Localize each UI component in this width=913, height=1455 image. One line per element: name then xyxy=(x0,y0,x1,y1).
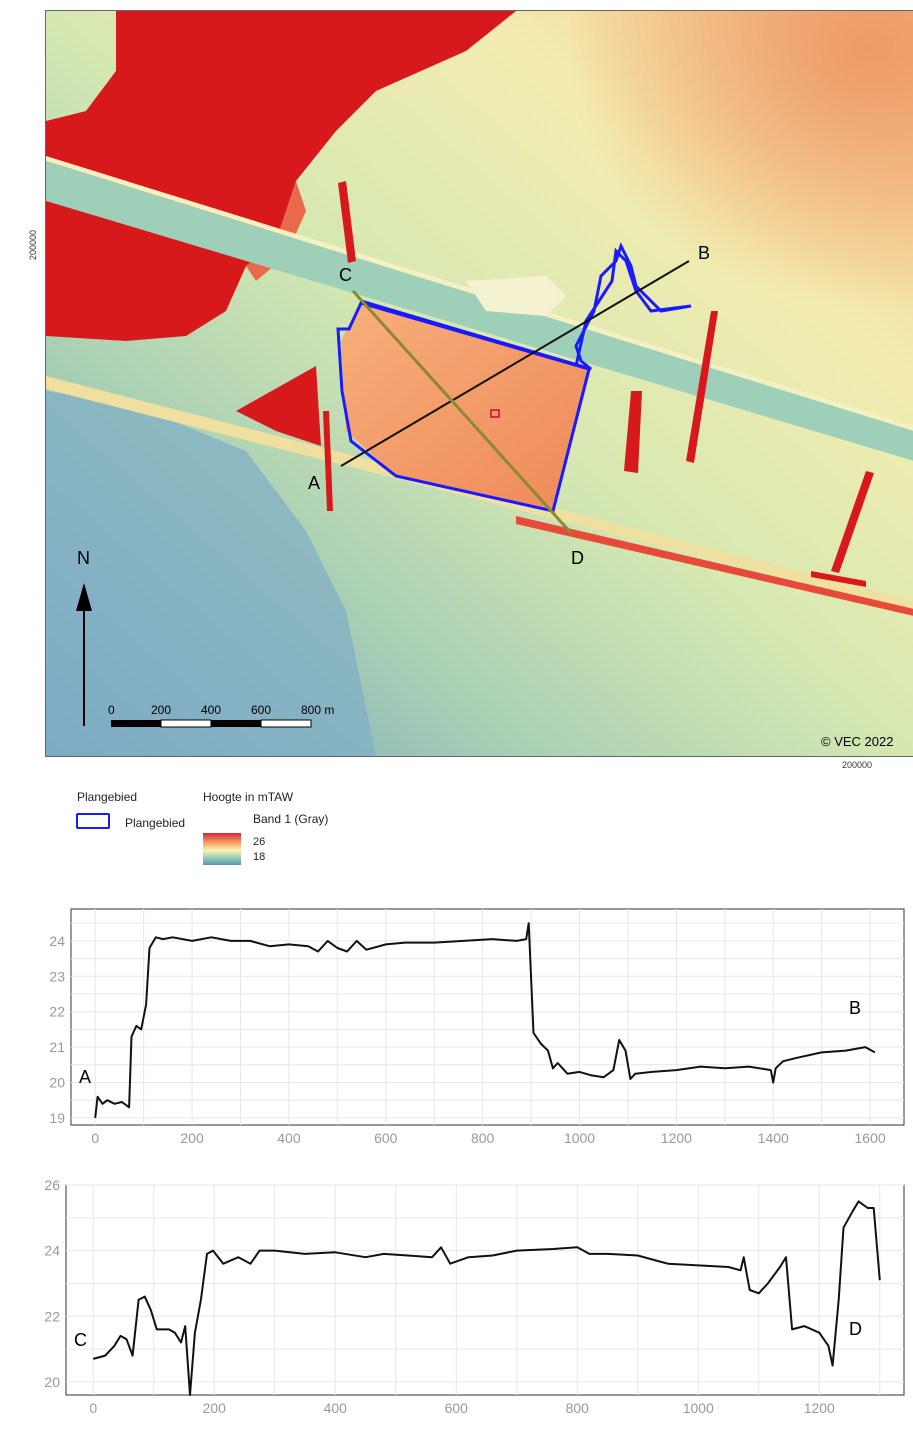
x-tick-label: 0 xyxy=(89,1400,97,1416)
ridge-east-1 xyxy=(686,311,718,463)
pond xyxy=(466,276,566,316)
profile-start-label: A xyxy=(79,1067,91,1087)
x-tick-label: 600 xyxy=(374,1130,398,1145)
x-tick-label: 600 xyxy=(445,1400,469,1416)
y-tick-label: 26 xyxy=(44,1177,60,1193)
raised-triangle xyxy=(236,366,321,446)
x-tick-label: 800 xyxy=(471,1130,495,1145)
ridge-east-3 xyxy=(831,471,874,573)
x-tick-label: 200 xyxy=(203,1400,227,1416)
coordinate-x-label: 200000 xyxy=(842,760,873,770)
low-lying-area xyxy=(46,391,376,756)
study-area-outline[interactable] xyxy=(336,301,591,513)
legend-color-ramp xyxy=(203,833,241,865)
ridge-north xyxy=(338,181,356,263)
profile-label-c: C xyxy=(339,265,352,285)
y-tick-label: 22 xyxy=(49,1004,65,1020)
x-tick-label: 1000 xyxy=(564,1130,595,1145)
profile-label-a: A xyxy=(308,473,320,493)
profile-label-d: D xyxy=(571,548,584,568)
profile-end-label: D xyxy=(849,1319,862,1339)
elevation-map[interactable]: A B C D N 0 200 400 600 800 m © VEC 2022 xyxy=(45,10,913,757)
study-area-extension xyxy=(360,242,692,371)
legend-band-label: Band 1 (Gray) xyxy=(253,812,329,826)
plot-panel xyxy=(70,908,905,1126)
legend-study-area-swatch xyxy=(76,813,110,829)
x-tick-label: 1000 xyxy=(683,1400,714,1416)
north-label: N xyxy=(77,548,90,568)
ridge-east-2 xyxy=(624,391,642,473)
scale-label-800: 800 m xyxy=(301,703,334,717)
scale-label-400: 400 xyxy=(201,703,221,717)
x-tick-label: 400 xyxy=(324,1400,348,1416)
y-tick-label: 20 xyxy=(44,1374,60,1390)
scale-label-200: 200 xyxy=(151,703,171,717)
x-tick-label: 800 xyxy=(566,1400,590,1416)
study-area-fill xyxy=(341,301,591,511)
plot-panel xyxy=(65,1184,905,1396)
legend-height-title: Hoogte in mTAW xyxy=(203,790,294,804)
y-tick-label: 24 xyxy=(49,933,65,949)
profile-end-label: B xyxy=(849,998,861,1018)
scale-label-600: 600 xyxy=(251,703,271,717)
legend-study-area-title: Plangebied xyxy=(77,790,138,804)
x-tick-label: 1200 xyxy=(804,1400,835,1416)
legend-min-value: 18 xyxy=(253,851,266,863)
profile-label-b: B xyxy=(698,243,710,263)
legend-max-value: 26 xyxy=(253,836,266,848)
map-canvas[interactable]: A B C D N 0 200 400 600 800 m © VEC 2022 xyxy=(46,11,913,756)
y-tick-label: 22 xyxy=(44,1308,60,1324)
y-tick-label: 23 xyxy=(49,968,65,984)
y-tick-label: 24 xyxy=(44,1243,60,1259)
x-tick-label: 1200 xyxy=(661,1130,692,1145)
y-tick-label: 21 xyxy=(49,1039,65,1055)
profile-line-cd[interactable] xyxy=(351,289,573,535)
x-tick-label: 1400 xyxy=(758,1130,789,1145)
north-arrow-icon xyxy=(76,583,92,726)
scale-bar xyxy=(111,719,312,728)
x-tick-label: 400 xyxy=(277,1130,301,1145)
coordinate-y-label: 200000 xyxy=(28,229,38,260)
ridge-east-4 xyxy=(811,571,866,587)
copyright-text: © VEC 2022 xyxy=(821,734,893,749)
elevation-profile-line xyxy=(92,1200,881,1396)
legend-study-area-item: Plangebied xyxy=(125,816,186,830)
x-tick-label: 200 xyxy=(180,1130,204,1145)
profile-start-label: C xyxy=(74,1330,87,1350)
profile-chart-cd: 0 200 400 600 800 1000 1200 20 22 24 26 C D xyxy=(44,1177,905,1416)
x-tick-label: 1600 xyxy=(855,1130,886,1145)
canal-upper xyxy=(46,161,913,461)
dyke-red-segment xyxy=(516,516,913,616)
scale-label-0: 0 xyxy=(108,703,115,717)
profile-line-ab[interactable] xyxy=(340,260,690,467)
ridge-west xyxy=(323,411,333,511)
raised-area-north xyxy=(46,11,516,341)
y-tick-label: 19 xyxy=(49,1110,65,1126)
building-marker xyxy=(490,409,500,418)
x-tick-label: 0 xyxy=(91,1130,99,1145)
profile-chart-ab: 0 200 400 600 800 1000 1200 1400 1600 19 20 21 22 23 2… xyxy=(49,908,905,1145)
elevation-profile-line xyxy=(94,922,876,1119)
y-tick-label: 20 xyxy=(49,1075,65,1091)
